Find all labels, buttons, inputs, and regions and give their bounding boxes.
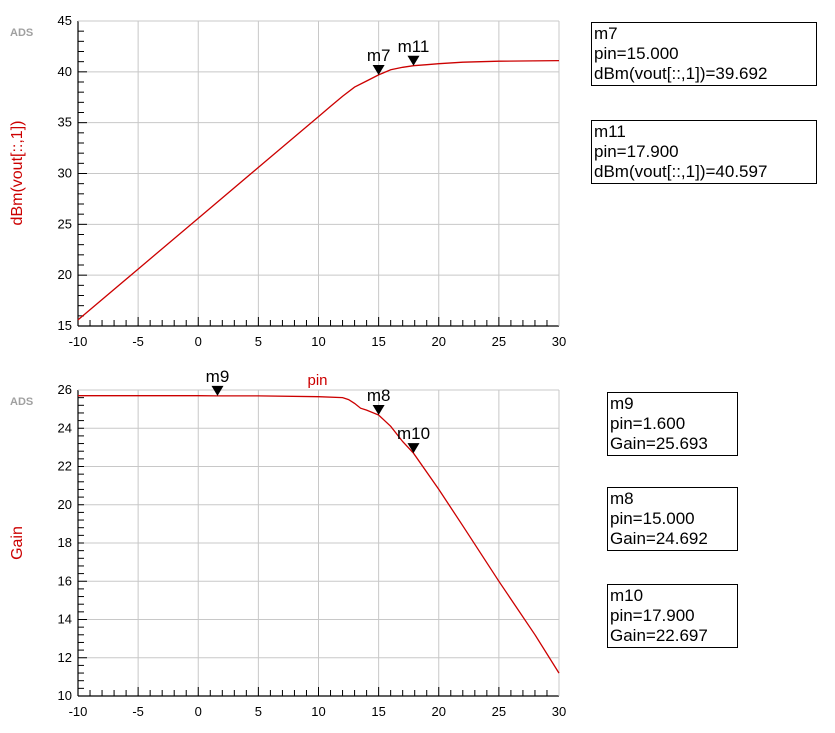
y-tick-label: 45 (58, 13, 72, 28)
x-tick-label: 10 (311, 704, 325, 719)
x-tick-label: 30 (552, 334, 566, 349)
ads-watermark: ADS (10, 396, 33, 408)
x-tick-label: 5 (255, 704, 262, 719)
x-tick-label: 5 (255, 334, 262, 349)
marker-y-value: dBm(vout[::,1])=39.692 (594, 64, 768, 83)
marker-y-value: Gain=25.693 (610, 434, 708, 453)
marker-x-value: pin=17.900 (610, 606, 695, 625)
y-tick-label: 16 (58, 573, 72, 588)
y-tick-label: 15 (58, 318, 72, 333)
marker-x-value: pin=17.900 (594, 142, 679, 161)
y-tick-label: 12 (58, 650, 72, 665)
y-axis-label: dBm(vout[::,1]) (9, 121, 26, 226)
marker-readout-m9[interactable]: m9 pin=1.600 Gain=25.693 (607, 392, 738, 456)
x-tick-label: 20 (432, 334, 446, 349)
marker-triangle (211, 385, 224, 396)
x-tick-label: 25 (492, 334, 506, 349)
y-axis-label: Gain (9, 526, 26, 560)
x-tick-label: 0 (195, 334, 202, 349)
marker-label: m11 (398, 37, 430, 56)
x-tick-label: 20 (432, 704, 446, 719)
y-tick-label: 20 (58, 267, 72, 282)
marker-triangle (407, 55, 420, 66)
y-tick-label: 30 (58, 166, 72, 181)
marker-label: m9 (206, 367, 230, 386)
x-tick-label: 30 (552, 704, 566, 719)
x-tick-label: 0 (195, 704, 202, 719)
y-tick-label: 18 (58, 535, 72, 550)
marker-readout-m8[interactable]: m8 pin=15.000 Gain=24.692 (607, 487, 738, 551)
marker-readout-m10[interactable]: m10 pin=17.900 Gain=22.697 (607, 584, 738, 648)
marker-name: m10 (610, 586, 644, 605)
y-tick-label: 26 (58, 382, 72, 397)
marker-x-value: pin=15.000 (610, 509, 695, 528)
x-tick-label: -5 (132, 334, 144, 349)
marker-y-value: Gain=24.692 (610, 529, 708, 548)
marker-readout-m11[interactable]: m11 pin=17.900 dBm(vout[::,1])=40.597 (591, 120, 817, 184)
y-tick-label: 24 (58, 420, 72, 435)
x-tick-label: -10 (69, 334, 88, 349)
marker-readout-m7[interactable]: m7 pin=15.000 dBm(vout[::,1])=39.692 (591, 22, 817, 86)
x-tick-label: 25 (492, 704, 506, 719)
marker-x-value: pin=15.000 (594, 44, 679, 63)
y-tick-label: 35 (58, 115, 72, 130)
marker-name: m11 (594, 122, 626, 141)
marker-y-value: dBm(vout[::,1])=40.597 (594, 162, 768, 181)
x-tick-label: 15 (371, 704, 385, 719)
marker-name: m7 (594, 24, 618, 43)
marker-label: m7 (367, 46, 391, 65)
series-line (78, 395, 560, 674)
y-tick-label: 22 (58, 459, 72, 474)
series-line (77, 59, 560, 321)
marker-x-value: pin=1.600 (610, 414, 686, 433)
marker-triangle (407, 443, 420, 454)
x-tick-label: -10 (69, 704, 88, 719)
y-tick-label: 14 (58, 612, 72, 627)
y-tick-label: 20 (58, 497, 72, 512)
y-tick-label: 40 (58, 64, 72, 79)
x-tick-label: 10 (311, 334, 325, 349)
x-tick-label: 15 (371, 334, 385, 349)
marker-triangle (372, 64, 385, 75)
y-tick-label: 10 (58, 688, 72, 703)
marker-name: m9 (610, 394, 634, 413)
x-axis-label: pin (307, 372, 327, 389)
marker-label: m10 (397, 424, 430, 443)
marker-label: m8 (367, 386, 391, 405)
marker-triangle (372, 405, 385, 416)
marker-name: m8 (610, 489, 634, 508)
x-tick-label: -5 (132, 704, 144, 719)
marker-y-value: Gain=22.697 (610, 626, 708, 645)
y-tick-label: 25 (58, 216, 72, 231)
ads-watermark: ADS (10, 27, 33, 39)
